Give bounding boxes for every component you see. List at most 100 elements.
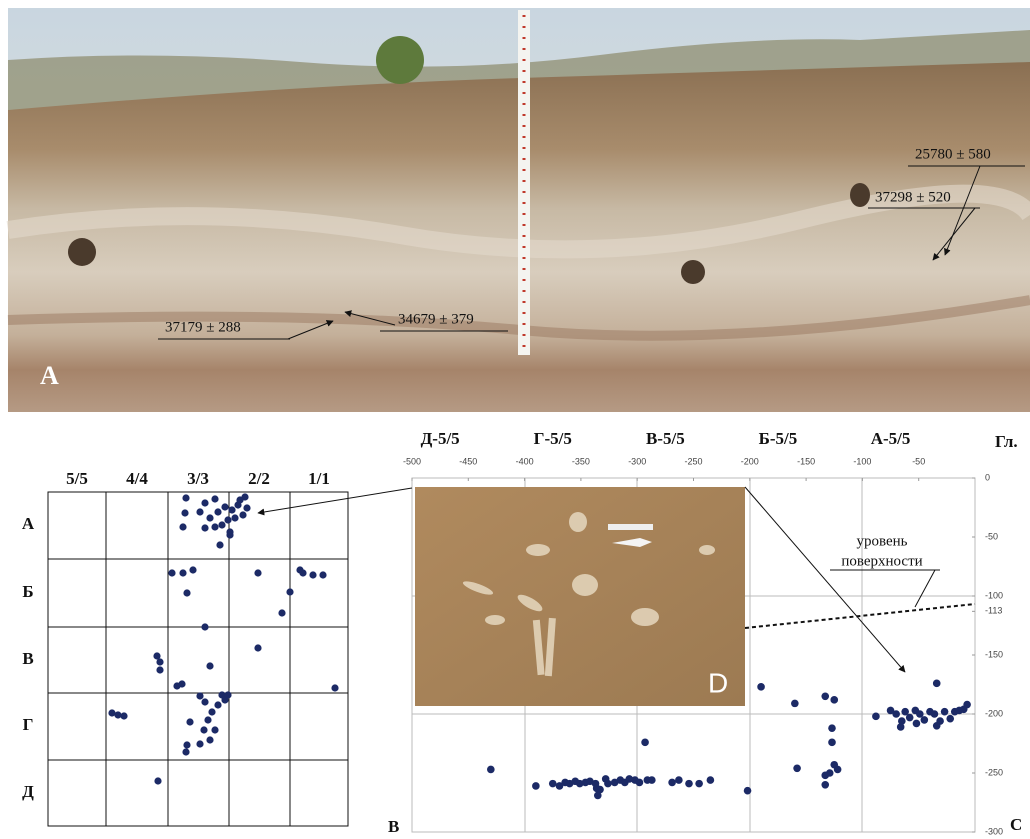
- find: [181, 509, 188, 516]
- panel-label: B: [388, 817, 399, 836]
- panel-label: A: [40, 361, 59, 390]
- find-point: [641, 739, 649, 747]
- find: [309, 571, 316, 578]
- figure: A 25780 ± 580 37298 ± 520 37179 ± 288 34…: [0, 0, 1030, 839]
- find-point: [821, 772, 829, 780]
- find-point: [821, 693, 829, 701]
- find: [182, 494, 189, 501]
- find: [231, 514, 238, 521]
- find-point: [933, 680, 941, 688]
- column-label: А-5/5: [871, 429, 911, 448]
- find-point: [636, 779, 644, 787]
- find: [178, 680, 185, 687]
- find-point: [828, 724, 836, 732]
- y-tick-label: -50: [985, 531, 998, 541]
- column-label: 5/5: [66, 469, 88, 488]
- find: [204, 716, 211, 723]
- find: [206, 736, 213, 743]
- find: [183, 741, 190, 748]
- find-point: [793, 764, 801, 772]
- find: [201, 524, 208, 531]
- column-label: 1/1: [308, 469, 330, 488]
- find-point: [593, 785, 601, 793]
- find: [154, 777, 161, 784]
- find: [196, 692, 203, 699]
- date-label: 34679 ± 379: [398, 311, 474, 327]
- find: [206, 662, 213, 669]
- find: [186, 718, 193, 725]
- find-point: [828, 739, 836, 747]
- column-label: В-5/5: [646, 429, 685, 448]
- find: [208, 708, 215, 715]
- find: [168, 569, 175, 576]
- find: [221, 503, 228, 510]
- column-label: 3/3: [187, 469, 209, 488]
- find-point: [933, 722, 941, 730]
- find: [211, 523, 218, 530]
- find-point: [791, 700, 799, 708]
- date-label: 37179 ± 288: [165, 319, 241, 335]
- y-tick-label: -200: [985, 708, 1003, 718]
- find-point: [532, 782, 540, 790]
- find-point: [931, 710, 939, 718]
- find: [201, 499, 208, 506]
- find: [226, 531, 233, 538]
- row-label: Д: [22, 782, 34, 801]
- row-label: А: [22, 514, 35, 533]
- y-axis-label: Гл.: [995, 432, 1018, 451]
- y-tick-label: -150: [985, 649, 1003, 659]
- find: [200, 726, 207, 733]
- find: [114, 711, 121, 718]
- find: [218, 521, 225, 528]
- date-label: 25780 ± 580: [915, 146, 991, 162]
- inset-label: D: [708, 667, 728, 698]
- y-tick-label: -100: [985, 590, 1003, 600]
- find: [224, 516, 231, 523]
- find: [211, 726, 218, 733]
- find: [278, 609, 285, 616]
- find: [196, 508, 203, 515]
- column-label: 2/2: [248, 469, 270, 488]
- find: [254, 644, 261, 651]
- find-point: [675, 776, 683, 784]
- x-tick-label: -50: [912, 456, 925, 466]
- photo-d: D: [415, 487, 745, 706]
- find-point: [897, 723, 905, 731]
- find-point: [834, 766, 842, 774]
- row-label: Б: [22, 582, 33, 601]
- find: [241, 493, 248, 500]
- find: [228, 506, 235, 513]
- find-point: [963, 701, 971, 709]
- find-point: [604, 780, 612, 788]
- row-label: В: [22, 649, 33, 668]
- photo-a: A 25780 ± 580 37298 ± 520 37179 ± 288 34…: [8, 8, 1030, 412]
- find: [179, 523, 186, 530]
- find-point: [695, 780, 703, 788]
- find: [243, 504, 250, 511]
- find: [214, 701, 221, 708]
- find-point: [830, 696, 838, 704]
- date-label: 37298 ± 520: [875, 189, 951, 205]
- find: [216, 541, 223, 548]
- annotation: поверхности: [841, 553, 922, 569]
- find-point: [549, 780, 557, 788]
- column-label: Б-5/5: [759, 429, 798, 448]
- x-tick-label: -500: [403, 456, 421, 466]
- find: [201, 623, 208, 630]
- find: [120, 712, 127, 719]
- y-tick-label: -250: [985, 767, 1003, 777]
- find: [239, 511, 246, 518]
- find-point: [685, 780, 693, 788]
- find: [254, 569, 261, 576]
- column-label: Г-5/5: [534, 429, 572, 448]
- find-point: [941, 708, 949, 716]
- find-point: [913, 720, 921, 728]
- y-tick-label: -113: [985, 606, 1002, 616]
- find: [196, 740, 203, 747]
- find: [224, 691, 231, 698]
- y-tick-label: -300: [985, 826, 1003, 836]
- find: [214, 508, 221, 515]
- column-label: Д-5/5: [421, 429, 460, 448]
- find-point: [757, 683, 765, 691]
- plan-b: B: [48, 492, 399, 836]
